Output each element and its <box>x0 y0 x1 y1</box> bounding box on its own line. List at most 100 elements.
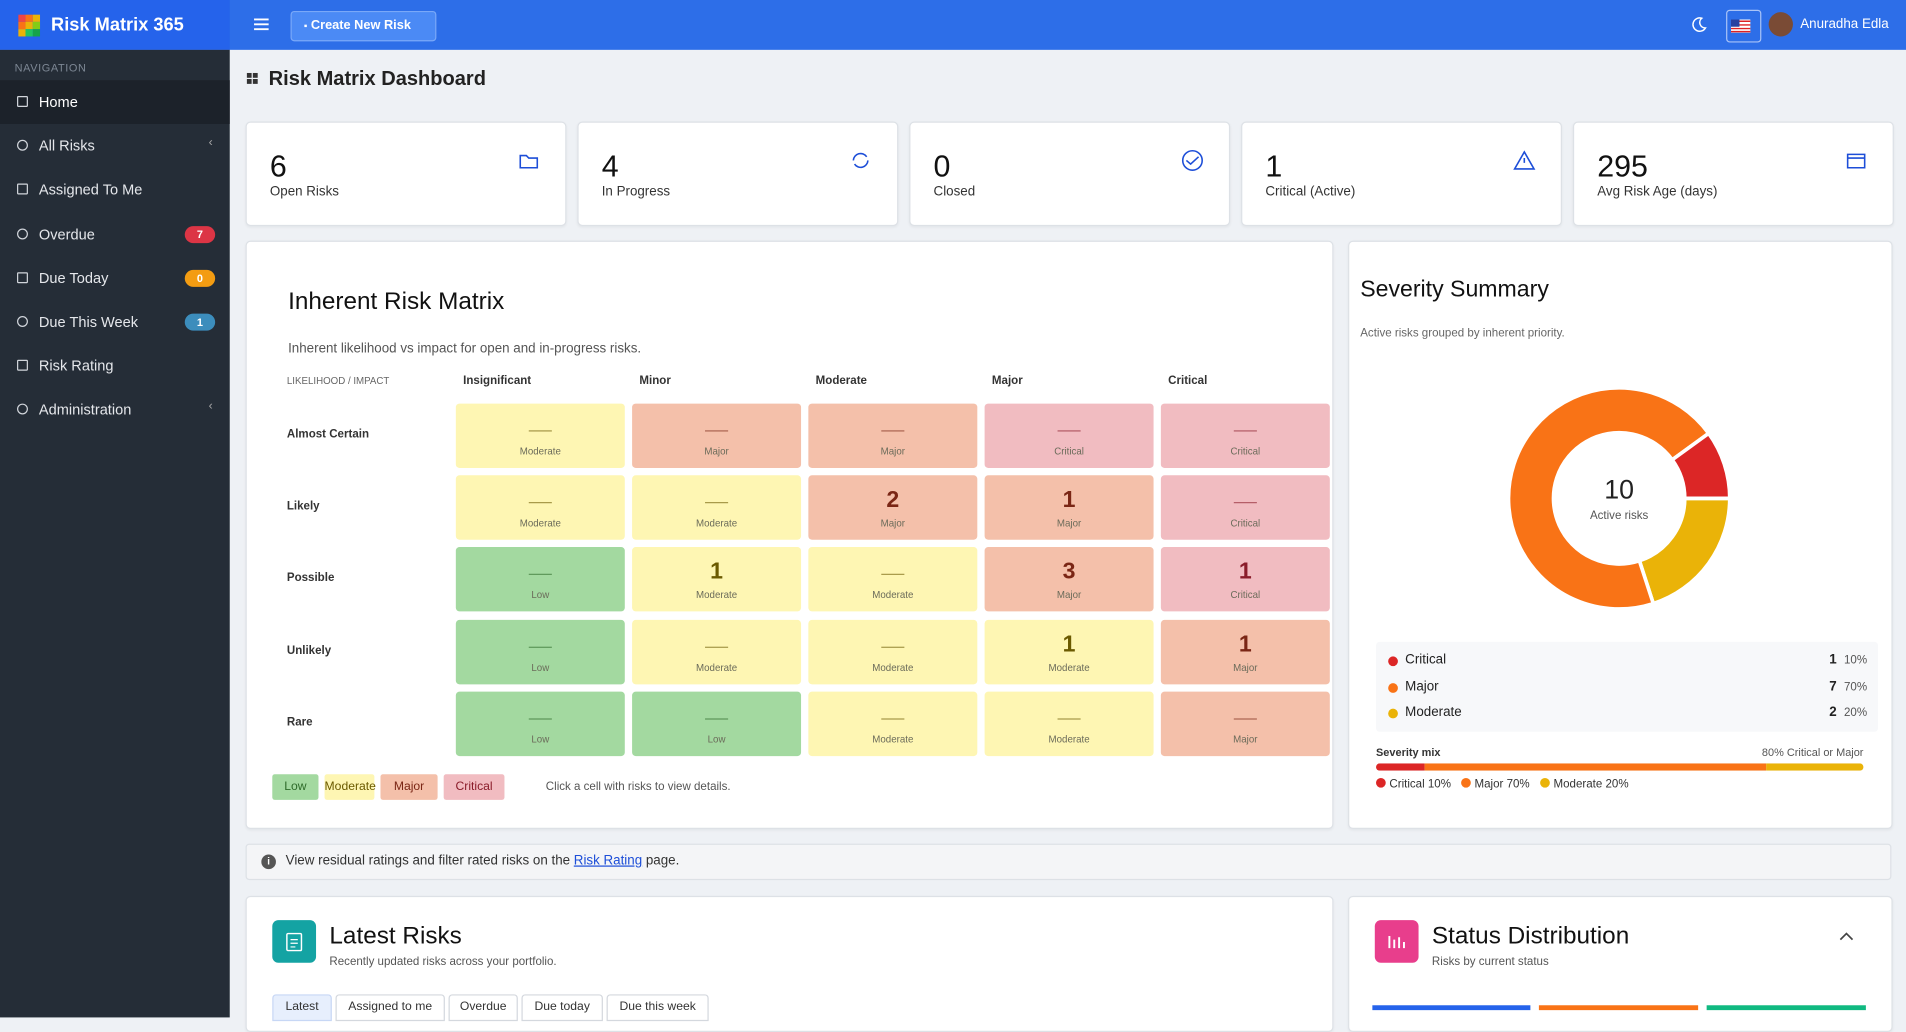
empty-dash <box>881 430 905 432</box>
icon-path <box>1181 149 1203 171</box>
latest-title: Latest Risks <box>329 922 462 950</box>
nav-item[interactable]: Due Today 0 <box>0 256 230 300</box>
empty-dash <box>528 718 552 720</box>
stat-value: 0 <box>933 149 951 184</box>
user-name[interactable]: Anuradha Edla <box>1800 17 1889 32</box>
cell-rating: Critical <box>1054 446 1084 458</box>
theme-toggle[interactable] <box>1691 16 1708 33</box>
status-icon <box>1374 920 1419 963</box>
severity-count: 1 <box>1829 652 1837 668</box>
mix-summary: 80% Critical or Major <box>1761 746 1864 759</box>
severity-name: Major <box>1405 678 1439 694</box>
cell-count: 1 <box>710 559 723 586</box>
matrix-cell: Moderate <box>808 547 978 612</box>
empty-dash <box>705 718 729 720</box>
status-card <box>1348 895 1893 1032</box>
tab[interactable]: Overdue <box>448 994 518 1022</box>
nav-icon <box>17 96 28 107</box>
nav-icon <box>17 316 28 327</box>
tab[interactable]: Due this week <box>606 994 709 1022</box>
icon-path <box>1513 150 1536 170</box>
latest-icon <box>272 920 317 963</box>
severity-subtitle: Active risks grouped by inherent priorit… <box>1360 326 1565 341</box>
matrix-cell[interactable]: 3 Major <box>984 547 1154 612</box>
cell-rating: Critical <box>1230 590 1261 601</box>
matrix-cell[interactable]: 1 Major <box>984 475 1154 540</box>
cell-rating: Major <box>1233 661 1258 673</box>
stat-label: Closed <box>933 184 976 200</box>
donut-label: Active risks <box>1590 510 1649 522</box>
matrix-cell[interactable]: 1 Critical <box>1160 547 1330 612</box>
stat-label: Open Risks <box>269 184 339 200</box>
matrix-cell[interactable]: 1 Major <box>1160 619 1330 684</box>
row-header: Possible <box>286 571 335 586</box>
nav-label: All Risks <box>38 137 95 155</box>
cell-rating: Low <box>531 661 550 673</box>
stat-icon <box>1846 153 1866 169</box>
language-select[interactable] <box>1726 9 1762 43</box>
menu-toggle[interactable] <box>253 17 270 32</box>
matrix-cell[interactable]: 1 Moderate <box>632 547 802 612</box>
severity-percent: 20% <box>1843 706 1868 720</box>
nav-icon <box>17 184 28 195</box>
severity-count: 2 <box>1829 705 1837 720</box>
empty-dash <box>881 574 905 576</box>
matrix-cell[interactable]: 1 Moderate <box>984 619 1154 684</box>
matrix-cell: Moderate <box>632 619 802 684</box>
notice-text: View residual ratings and filter rated r… <box>286 853 680 868</box>
matrix-cell: Critical <box>1160 475 1330 540</box>
nav-item[interactable]: Home <box>0 80 230 124</box>
user-avatar[interactable] <box>1768 12 1793 37</box>
nav-badge: 0 <box>184 269 216 287</box>
column-header: Moderate <box>815 374 867 388</box>
nav-item[interactable]: All Risks ‹ <box>0 124 230 168</box>
cell-rating: Moderate <box>872 590 914 601</box>
mix-percent: 70% <box>1506 777 1530 792</box>
collapse-toggle[interactable] <box>1838 930 1855 942</box>
mix-legend-item: Major 70% <box>1461 777 1530 792</box>
matrix-subtitle: Inherent likelihood vs impact for open a… <box>288 341 642 357</box>
empty-dash <box>881 646 905 648</box>
empty-dash <box>881 718 905 720</box>
legend-chip: Moderate <box>324 774 376 800</box>
mix-name: Critical <box>1389 777 1425 792</box>
row-header: Rare <box>286 715 313 730</box>
mix-dot <box>1540 777 1550 788</box>
nav-item[interactable]: Due This Week 1 <box>0 300 230 344</box>
notice-link[interactable]: Risk Rating <box>573 853 643 868</box>
nav-chevron: ‹ <box>208 400 213 414</box>
nav-item[interactable]: Risk Rating <box>0 344 230 388</box>
nav-item[interactable]: Assigned To Me <box>0 168 230 212</box>
create-button[interactable]: ▪ Create New Risk <box>290 10 437 42</box>
sidebar: NAVIGATION <box>0 49 230 1018</box>
stat-card: 6 Open Risks <box>245 121 567 227</box>
matrix-cell: Critical <box>984 403 1154 468</box>
cell-rating: Moderate <box>696 518 738 529</box>
empty-dash <box>1233 502 1257 504</box>
nav-label: Due This Week <box>38 313 139 331</box>
severity-percent: 10% <box>1843 653 1868 668</box>
notice: i View residual ratings and filter rated… <box>245 843 1892 881</box>
mix-segment <box>1765 763 1864 771</box>
stat-label: Critical (Active) <box>1265 184 1356 200</box>
severity-name: Critical <box>1405 652 1447 668</box>
nav-item[interactable]: Overdue 7 <box>0 212 230 256</box>
nav-item[interactable]: Administration ‹ <box>0 388 230 432</box>
tab[interactable]: Due today <box>521 994 603 1022</box>
column-header: Insignificant <box>463 374 532 388</box>
stat-card: 0 Closed <box>909 121 1231 227</box>
severity-list <box>1376 641 1879 732</box>
cell-rating: Moderate <box>1048 661 1090 673</box>
nav-label: Home <box>38 93 78 111</box>
tab[interactable]: Latest <box>272 994 332 1022</box>
cell-rating: Major <box>880 518 905 529</box>
empty-dash <box>528 502 552 504</box>
empty-dash <box>1057 718 1081 720</box>
matrix-cell[interactable]: 2 Major <box>808 475 978 540</box>
donut-segment <box>1506 385 1712 611</box>
legend-chip: Critical <box>443 774 505 800</box>
nav-label: Risk Rating <box>38 357 114 375</box>
severity-donut: 10 Active risks <box>1506 385 1732 611</box>
tab[interactable]: Assigned to me <box>335 994 445 1022</box>
stat-icon <box>852 152 869 169</box>
